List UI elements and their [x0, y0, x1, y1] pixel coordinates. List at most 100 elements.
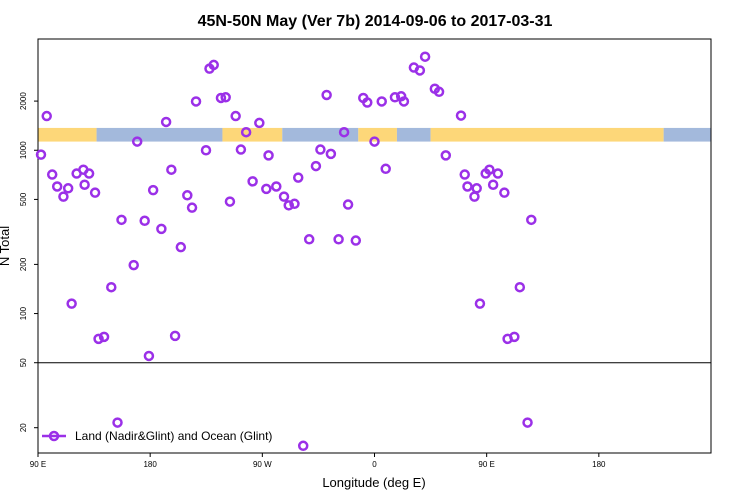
data-point [278, 191, 290, 202]
x-tick-label: 90 E [478, 460, 494, 469]
data-point [362, 97, 373, 108]
data-point [93, 333, 104, 345]
data-point [139, 215, 150, 227]
data-point [166, 164, 177, 175]
y-axis: 20 50 100 200 500 1000 2000 [19, 92, 38, 432]
band-segment-land [430, 127, 664, 142]
data-point [271, 181, 282, 192]
legend-entry: Land (Nadir&Glint) and Ocean (Glint) [75, 429, 272, 443]
y-axis-label: N Total [0, 226, 12, 266]
data-point [235, 144, 247, 155]
data-point [484, 164, 495, 175]
data-point [499, 187, 510, 198]
data-point [414, 65, 426, 76]
y-tick-label: 2000 [19, 92, 28, 110]
band-segment-ocean [96, 127, 223, 142]
data-point [526, 214, 537, 226]
x-tick-label: 180 [143, 460, 157, 469]
band-segment-land [222, 127, 283, 142]
data-point [156, 223, 167, 235]
band-segment-land [358, 127, 397, 142]
y-tick-label: 500 [19, 192, 28, 206]
data-point [455, 110, 467, 121]
data-point [79, 179, 90, 190]
data-point [433, 86, 445, 98]
data-point [315, 144, 326, 155]
x-tick-label: 0 [372, 460, 377, 469]
data-point [175, 241, 187, 253]
data-point [376, 96, 387, 107]
data-point [89, 187, 101, 198]
x-axis: 90 E 180 90 W 0 90 E 180 [30, 453, 606, 469]
data-point [83, 168, 95, 179]
data-point [160, 116, 172, 128]
x-axis-label: Longitude (deg E) [322, 475, 425, 490]
band-segment-ocean [396, 127, 431, 142]
data-point [240, 126, 252, 138]
data-point [522, 417, 533, 428]
data-point [398, 96, 410, 107]
plot-frame [37, 38, 712, 454]
data-point [112, 417, 123, 428]
data-point [254, 117, 265, 129]
x-tick-label: 180 [592, 460, 606, 469]
data-points [35, 51, 537, 452]
data-point [186, 202, 198, 213]
data-point [369, 136, 380, 147]
data-point [224, 196, 236, 207]
data-point [325, 148, 337, 160]
data-point [263, 150, 274, 161]
data-point [514, 281, 526, 293]
data-point [41, 110, 52, 122]
data-point [283, 200, 295, 211]
data-point [321, 89, 332, 101]
band-segment-ocean [663, 127, 711, 142]
data-point [169, 330, 181, 342]
data-point [66, 298, 77, 309]
data-point [310, 160, 322, 172]
data-point [419, 51, 431, 62]
data-point [58, 191, 69, 202]
data-point [116, 214, 127, 226]
data-point [303, 234, 315, 245]
data-point [128, 259, 139, 271]
data-point [35, 149, 47, 160]
data-point [474, 298, 486, 309]
data-point [190, 96, 202, 107]
data-point [350, 235, 362, 246]
data-point [462, 181, 473, 192]
data-point [230, 110, 241, 122]
data-point [51, 181, 63, 192]
legend-circle-marker [48, 430, 60, 442]
data-point [380, 163, 391, 175]
data-point [297, 440, 309, 452]
data-point [289, 198, 300, 210]
data-point [143, 350, 155, 362]
data-point [292, 172, 304, 183]
data-point [220, 92, 231, 103]
y-tick-label: 20 [19, 423, 28, 432]
band-segment-land [38, 127, 97, 142]
data-point [208, 59, 219, 71]
data-point [131, 136, 143, 147]
data-point [338, 126, 350, 138]
data-point [147, 184, 159, 196]
y-tick-label: 1000 [19, 141, 28, 159]
chart-title: 45N-50N May (Ver 7b) 2014-09-06 to 2017-… [198, 13, 553, 30]
data-point [106, 281, 117, 293]
data-point [459, 169, 470, 180]
data-point [98, 331, 110, 343]
data-point [182, 190, 193, 201]
legend: Land (Nadir&Glint) and Ocean (Glint) [42, 429, 272, 443]
data-point [46, 169, 58, 180]
surface-band [38, 127, 711, 142]
data-point [440, 150, 452, 161]
x-tick-label: 90 W [253, 460, 272, 469]
data-point [342, 199, 354, 210]
y-tick-label: 50 [19, 358, 28, 367]
data-point [469, 191, 480, 202]
data-point [215, 92, 227, 104]
data-point [509, 331, 520, 343]
data-point [247, 176, 258, 187]
